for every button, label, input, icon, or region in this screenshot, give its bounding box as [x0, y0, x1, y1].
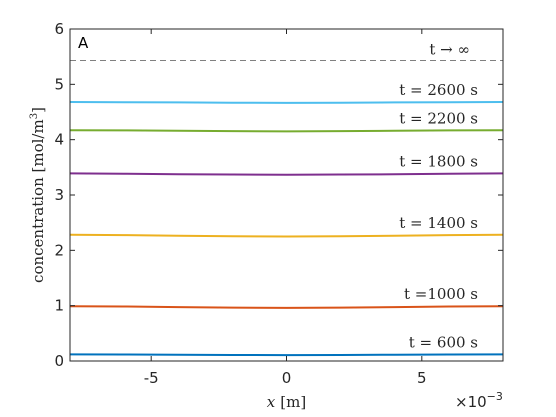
series-line-4 — [69, 129, 504, 133]
x-axis-multiplier-exponent: −3 — [487, 390, 503, 403]
x-tick-label: 0 — [282, 369, 292, 387]
axes-box — [69, 28, 504, 362]
x-axis-multiplier-base: ×10 — [455, 393, 487, 411]
x-tick-label: 5 — [417, 369, 427, 387]
steady-state-label: t → ∞ — [429, 41, 470, 59]
x-axis-multiplier: ×10−3 — [455, 390, 503, 411]
x-tick-label: -5 — [144, 369, 159, 387]
x-axis-unit: [m] — [280, 393, 306, 411]
series-label-3: t = 1800 s — [399, 152, 478, 170]
plot-area: t → ∞ t = 600 s t =1000 s t = 1400 s t = 180… — [69, 41, 504, 357]
series-label-5: t = 2600 s — [399, 81, 478, 99]
series-line-1 — [69, 305, 504, 309]
y-tick-label: 5 — [54, 75, 64, 93]
series-line-5 — [69, 101, 504, 104]
axis-ticks: 0 1 2 3 4 5 6 -5 0 5 — [54, 20, 503, 387]
y-tick-label: 1 — [54, 297, 64, 315]
y-tick-label: 3 — [54, 186, 64, 204]
panel-label: A — [78, 34, 89, 52]
x-axis-label: x [m] — [267, 393, 306, 411]
y-axis-label-text: concentration [mol/m — [29, 119, 47, 283]
series-label-1: t =1000 s — [404, 285, 478, 303]
series-line-3 — [69, 172, 504, 176]
y-axis-label-superscript: 3 — [29, 113, 40, 119]
series-line-2 — [69, 233, 504, 238]
y-tick-label: 0 — [54, 352, 64, 370]
y-tick-label: 2 — [54, 241, 64, 259]
series-label-0: t = 600 s — [409, 333, 478, 351]
series-label-2: t = 1400 s — [399, 214, 478, 232]
series-line-0 — [69, 353, 504, 357]
x-axis-variable: x — [267, 393, 276, 411]
y-tick-label: 4 — [54, 131, 64, 149]
y-tick-label: 6 — [54, 20, 64, 38]
series-label-4: t = 2200 s — [399, 109, 478, 127]
y-axis-label-end: ] — [29, 107, 47, 113]
y-axis-label: concentration [mol/m3] — [29, 107, 47, 283]
